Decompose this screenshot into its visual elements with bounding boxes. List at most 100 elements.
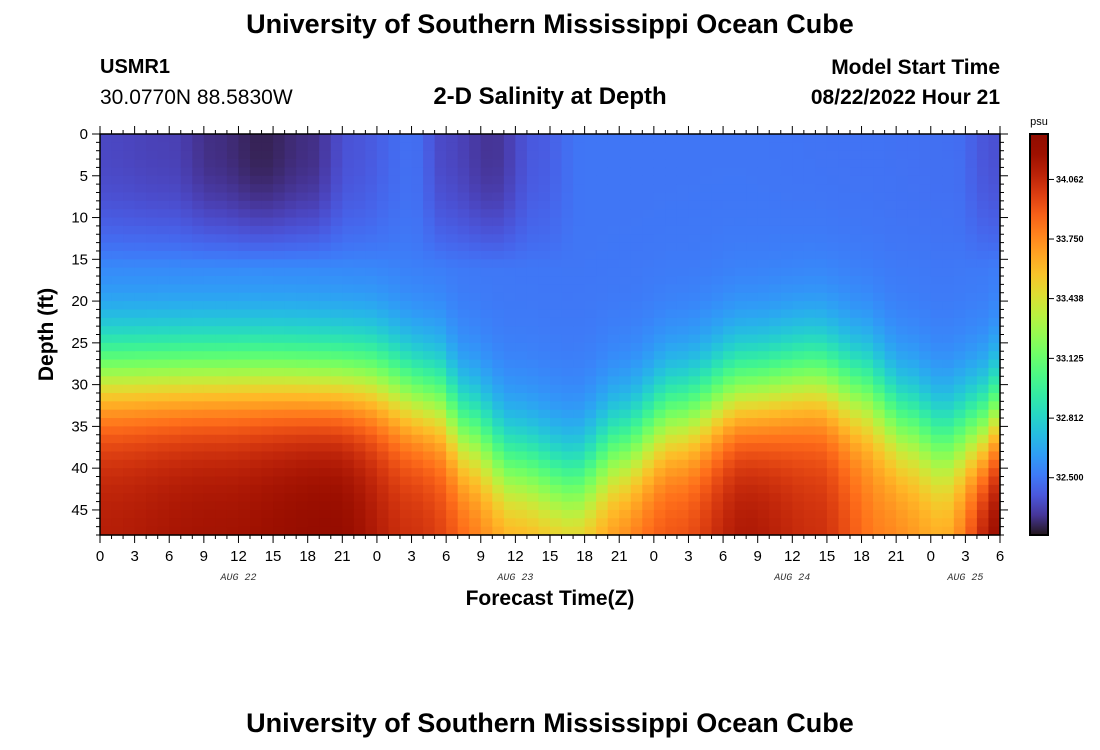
heatmap-cell: [561, 242, 574, 252]
heatmap-cell: [734, 301, 747, 311]
heatmap-cell: [457, 459, 470, 469]
heatmap-cell: [942, 150, 955, 160]
heatmap-cell: [826, 351, 840, 361]
heatmap-cell: [157, 443, 170, 453]
heatmap-cell: [273, 526, 286, 536]
heatmap-cell: [653, 267, 666, 277]
heatmap-cell: [307, 259, 320, 269]
heatmap-cell: [123, 493, 136, 503]
heatmap-cell: [342, 134, 355, 143]
heatmap-cell: [688, 142, 701, 152]
heatmap-cell: [134, 192, 147, 202]
heatmap-cell: [838, 184, 851, 194]
heatmap-cell: [353, 392, 366, 402]
heatmap-cell: [988, 359, 1001, 369]
heatmap-cell: [469, 509, 482, 519]
heatmap-cell: [896, 159, 909, 169]
heatmap-cell: [861, 476, 874, 486]
heatmap-cell: [953, 401, 966, 411]
heatmap-cell: [653, 509, 666, 519]
heatmap-cell: [261, 234, 274, 244]
heatmap-cell: [619, 276, 632, 285]
heatmap-cell: [515, 518, 528, 528]
heatmap-cell: [942, 134, 955, 143]
heatmap-cell: [550, 167, 563, 177]
heatmap-cell: [446, 234, 459, 244]
heatmap-cell: [838, 384, 851, 394]
heatmap-cell: [238, 443, 251, 453]
heatmap-cell: [596, 392, 609, 402]
heatmap-cell: [238, 384, 251, 394]
heatmap-cell: [723, 217, 736, 227]
heatmap-cell: [284, 376, 297, 386]
heatmap-cell: [100, 409, 113, 419]
heatmap-cell: [769, 234, 782, 244]
heatmap-cell: [884, 142, 897, 152]
heatmap-cell: [284, 392, 297, 402]
heatmap-cell: [873, 367, 886, 377]
heatmap-cell: [665, 468, 678, 478]
heatmap-cell: [146, 217, 159, 227]
heatmap-cell: [284, 225, 297, 235]
heatmap-cell: [388, 200, 401, 210]
heatmap-cell: [538, 309, 551, 319]
heatmap-cell: [400, 259, 413, 269]
heatmap-cell: [942, 384, 955, 394]
heatmap-cell: [515, 317, 528, 327]
heatmap-cell: [192, 267, 205, 277]
heatmap-cell: [169, 267, 182, 277]
heatmap-cell: [942, 351, 955, 361]
heatmap-cell: [457, 509, 470, 519]
heatmap-cell: [619, 259, 632, 269]
heatmap-cell: [492, 134, 505, 143]
heatmap-cell: [619, 451, 632, 461]
heatmap-cell: [169, 468, 182, 478]
heatmap-cell: [965, 309, 978, 319]
heatmap-cell: [157, 301, 170, 311]
heatmap-cell: [953, 267, 966, 277]
x-tick-label: 6: [719, 548, 727, 565]
heatmap-cell: [803, 309, 816, 319]
heatmap-cell: [884, 334, 897, 344]
heatmap-cell: [930, 250, 943, 260]
heatmap-cell: [215, 184, 228, 194]
heatmap-cell: [503, 267, 516, 277]
heatmap-cell: [238, 317, 251, 327]
heatmap-cell: [630, 459, 643, 469]
heatmap-cell: [411, 443, 424, 453]
heatmap-cell: [273, 317, 286, 327]
heatmap-cell: [480, 401, 493, 411]
heatmap-cell: [342, 426, 355, 436]
heatmap-cell: [919, 384, 932, 394]
heatmap-cell: [284, 367, 297, 377]
heatmap-cell: [238, 225, 251, 235]
heatmap-cell: [757, 468, 770, 478]
heatmap-cell: [123, 384, 136, 394]
heatmap-cell: [342, 459, 355, 469]
heatmap-cell: [792, 150, 805, 160]
heatmap-cell: [192, 225, 205, 235]
heatmap-cell: [215, 401, 228, 411]
heatmap-cell: [884, 192, 897, 202]
heatmap-cell: [596, 284, 609, 294]
heatmap-cell: [907, 175, 920, 185]
heatmap-cell: [284, 434, 297, 444]
heatmap-cell: [400, 501, 413, 511]
heatmap-cell: [930, 200, 943, 210]
heatmap-cell: [261, 418, 274, 427]
heatmap-cell: [226, 518, 240, 528]
heatmap-cell: [330, 250, 343, 260]
heatmap-cell: [538, 367, 551, 377]
heatmap-cell: [250, 434, 263, 444]
heatmap-cell: [700, 284, 713, 294]
heatmap-cell: [169, 250, 182, 260]
heatmap-cell: [988, 484, 1001, 494]
heatmap-cell: [700, 493, 713, 503]
heatmap-cell: [976, 159, 990, 169]
heatmap-cell: [411, 242, 424, 252]
heatmap-cell: [134, 468, 147, 478]
heatmap-cell: [134, 225, 147, 235]
heatmap-cell: [838, 209, 851, 219]
heatmap-cell: [561, 409, 574, 419]
heatmap-cell: [492, 351, 505, 361]
